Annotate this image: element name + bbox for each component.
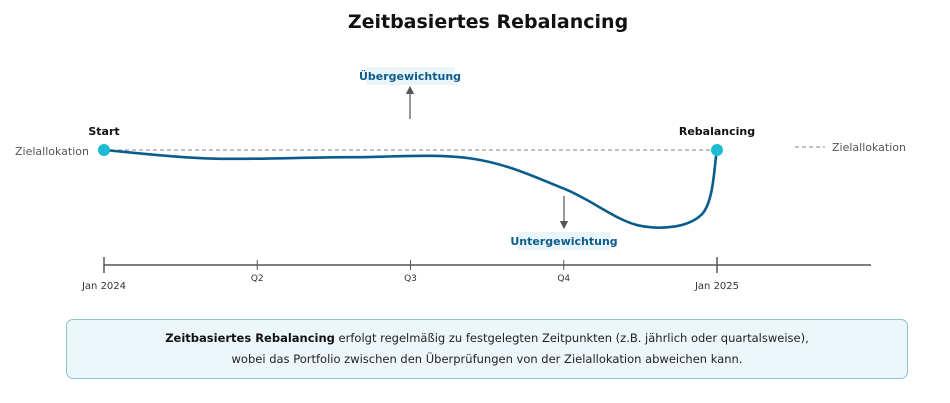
start-label: Start xyxy=(88,125,119,138)
explanation-bold-term: Zeitbasiertes Rebalancing xyxy=(165,331,335,345)
axis-tick-label: Jan 2024 xyxy=(81,281,126,292)
rebalancing-label: Rebalancing xyxy=(679,125,755,138)
overweight-label: Übergewichtung xyxy=(359,69,461,83)
axis-tick-label: Q3 xyxy=(404,274,417,284)
explanation-line-1: Zeitbasiertes Rebalancing erfolgt regelm… xyxy=(165,328,809,349)
target-allocation-label: Zielallokation xyxy=(15,145,89,158)
explanation-rest: erfolgt regelmäßig zu festgelegten Zeitp… xyxy=(334,331,809,345)
axis-tick-label: Jan 2025 xyxy=(694,281,739,292)
portfolio-curve xyxy=(102,148,719,229)
start-marker xyxy=(98,144,110,156)
underweight-label-bg xyxy=(518,232,610,250)
rebalancing-marker xyxy=(711,144,723,156)
explanation-line-2: wobei das Portfolio zwischen den Überprü… xyxy=(231,352,743,366)
axis-tick-label: Q4 xyxy=(557,274,570,284)
underweight-label: Untergewichtung xyxy=(510,235,617,248)
axis-tick-label: Q2 xyxy=(251,274,264,284)
chart-title: Zeitbasiertes Rebalancing xyxy=(348,11,628,33)
explanation-box: Zeitbasiertes Rebalancing erfolgt regelm… xyxy=(66,319,908,379)
overweight-label-bg xyxy=(366,67,455,85)
axis-ticks: Jan 2024 Q2 Q3 Q4 Jan 2025 xyxy=(81,257,739,292)
legend-label: Zielallokation xyxy=(832,141,906,154)
